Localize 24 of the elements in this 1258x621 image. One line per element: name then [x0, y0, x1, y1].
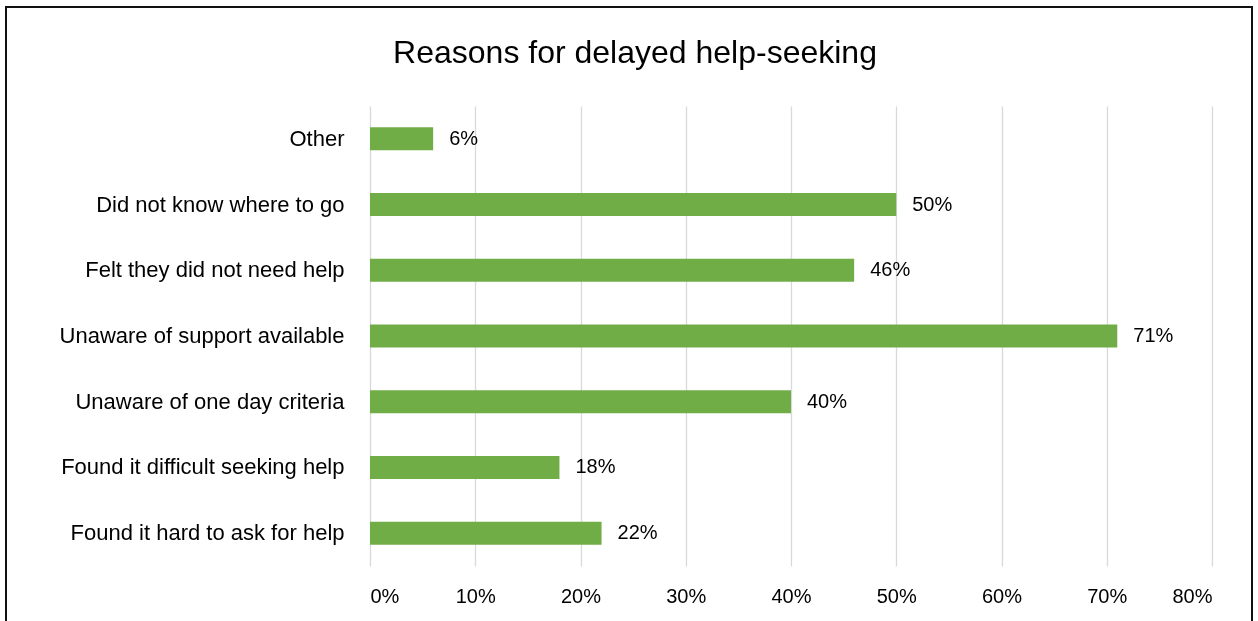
x-tick-label: 80% — [1172, 584, 1213, 607]
y-tick-label: Other — [289, 125, 345, 151]
y-tick-label: Unaware of one day criteria — [75, 388, 346, 414]
x-tick-label: 20% — [560, 584, 602, 607]
y-tick-label: Found it hard to ask for help — [70, 520, 345, 546]
chart-title: Reasons for delayed help-seeking — [393, 34, 877, 70]
y-tick-label: Found it difficult seeking help — [61, 454, 345, 480]
data-label: 71% — [1133, 324, 1174, 346]
data-label: 18% — [575, 455, 616, 478]
y-tick-label: Did not know where to go — [96, 191, 345, 217]
data-label: 22% — [617, 521, 658, 544]
data-label: 50% — [912, 192, 953, 215]
x-tick-label: 40% — [771, 584, 812, 607]
data-label: 40% — [807, 389, 848, 412]
data-label: 46% — [870, 258, 911, 281]
x-tick-label: 30% — [666, 584, 707, 607]
y-tick-label: Unaware of support available — [59, 323, 345, 348]
x-tick-label: 60% — [981, 584, 1023, 607]
x-tick-label: 0% — [370, 584, 400, 607]
x-tick-label: 70% — [1087, 584, 1128, 607]
y-tick-label: Felt they did not need help — [85, 257, 345, 283]
x-tick-label: 10% — [455, 584, 496, 607]
x-tick-label: 50% — [876, 584, 917, 607]
data-label: 6% — [449, 126, 479, 149]
